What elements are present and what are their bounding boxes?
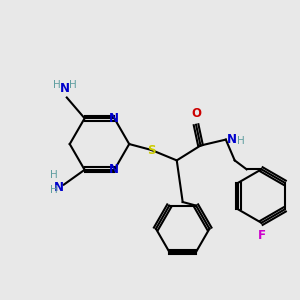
Text: N: N xyxy=(54,181,64,194)
Text: H: H xyxy=(50,185,57,195)
Text: H: H xyxy=(237,136,244,146)
Text: F: F xyxy=(257,229,266,242)
Text: N: N xyxy=(109,112,119,125)
Text: H: H xyxy=(69,80,77,90)
Text: S: S xyxy=(147,143,156,157)
Text: N: N xyxy=(227,133,237,146)
Text: N: N xyxy=(109,163,119,176)
Text: H: H xyxy=(53,80,61,90)
Text: O: O xyxy=(191,107,201,120)
Text: N: N xyxy=(60,82,70,94)
Text: H: H xyxy=(50,170,57,180)
